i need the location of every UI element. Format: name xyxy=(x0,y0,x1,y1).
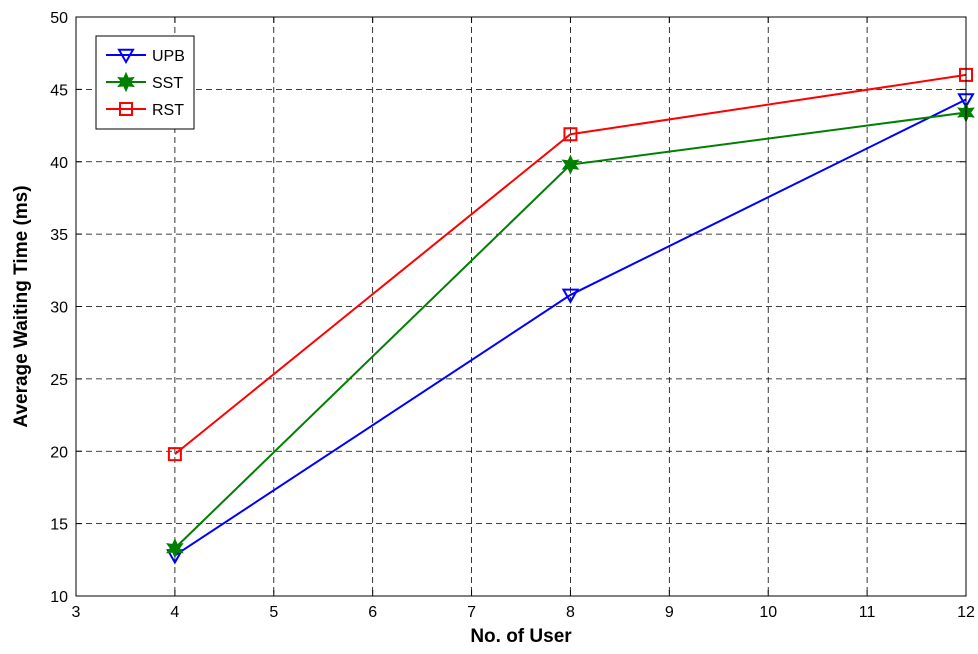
y-tick-label: 45 xyxy=(50,82,68,99)
series-line-upb xyxy=(174,98,967,557)
legend-marker xyxy=(117,48,135,65)
legend-item-rst: RST xyxy=(106,102,184,119)
data-point-rst xyxy=(167,447,182,462)
legend-label: SST xyxy=(152,75,183,92)
legend-label: RST xyxy=(152,102,184,119)
y-tick-label: 30 xyxy=(50,300,68,317)
x-tick-label: 8 xyxy=(566,604,575,621)
y-tick-label: 40 xyxy=(50,155,68,172)
y-tick-label: 50 xyxy=(50,10,68,27)
data-point-upb xyxy=(561,288,580,304)
x-tick-label: 6 xyxy=(368,604,377,621)
y-tick-label: 25 xyxy=(50,372,68,389)
y-tick-label: 35 xyxy=(50,227,68,244)
x-tick-label: 4 xyxy=(170,604,179,621)
legend: UPB SST RST xyxy=(95,35,195,130)
x-tick-label: 7 xyxy=(467,604,476,621)
x-axis-title: No. of User xyxy=(470,626,572,647)
series-layer xyxy=(166,67,975,565)
grid-lines xyxy=(76,17,966,596)
legend-label: UPB xyxy=(152,48,185,65)
data-point-rst xyxy=(563,127,578,142)
series-line-rst xyxy=(174,73,967,455)
y-tick-label: 15 xyxy=(50,517,68,534)
data-point-sst xyxy=(561,154,580,175)
x-tick-label: 5 xyxy=(269,604,278,621)
x-tick-label: 10 xyxy=(759,604,777,621)
x-tick-label: 11 xyxy=(859,604,876,621)
y-tick-label: 20 xyxy=(50,444,68,461)
y-tick-label: 10 xyxy=(50,589,68,606)
y-axis-title: Average Waiting Time (ms) xyxy=(11,185,32,427)
legend-item-upb: UPB xyxy=(106,48,185,65)
x-tick-label: 9 xyxy=(665,604,674,621)
x-tick-label: 3 xyxy=(72,604,81,621)
legend-marker xyxy=(117,71,135,93)
legend-item-sst: SST xyxy=(106,71,183,93)
data-point-sst xyxy=(166,537,184,559)
x-tick-label: 12 xyxy=(957,604,975,621)
legend-marker xyxy=(119,102,133,116)
